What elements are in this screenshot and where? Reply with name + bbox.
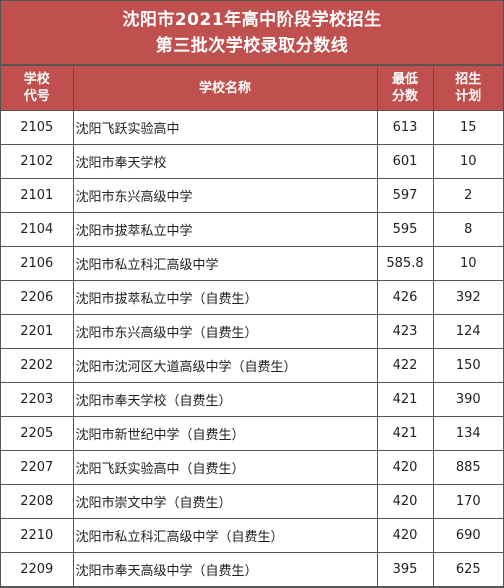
school-code: 2102	[1, 144, 74, 179]
enrollment-plan: 10	[432, 246, 503, 281]
min-score: 422	[376, 348, 434, 383]
school-name: 沈阳市东兴高级中学（自费生）	[72, 314, 378, 349]
enrollment-plan: 15	[432, 110, 503, 145]
enrollment-plan: 690	[432, 518, 503, 553]
header-plan-line-2: 计划	[455, 89, 482, 104]
header-code-line-2: 代号	[23, 89, 50, 104]
table-row: 2201 沈阳市东兴高级中学（自费生） 423 124	[1, 314, 503, 349]
table-row: 2105 沈阳飞跃实验高中 613 15	[1, 110, 503, 145]
school-name: 沈阳市崇文中学（自费生）	[72, 484, 378, 519]
school-name: 沈阳市东兴高级中学	[72, 178, 378, 213]
enrollment-plan: 625	[432, 552, 503, 587]
school-code: 2210	[1, 518, 74, 553]
table-row: 2209 沈阳市奉天高级中学（自费生） 395 625	[1, 552, 503, 587]
school-code: 2106	[1, 246, 74, 281]
school-code: 2104	[1, 212, 74, 247]
school-name: 沈阳市奉天学校	[72, 144, 378, 179]
table-row: 2208 沈阳市崇文中学（自费生） 420 170	[1, 484, 503, 519]
min-score: 421	[376, 382, 434, 417]
school-code: 2201	[1, 314, 74, 349]
enrollment-plan: 150	[432, 348, 503, 383]
table-title: 沈阳市2021年高中阶段学校招生 第三批次学校录取分数线	[1, 1, 503, 65]
school-name: 沈阳市奉天学校（自费生）	[72, 382, 378, 417]
min-score: 420	[376, 518, 434, 553]
min-score: 420	[376, 450, 434, 485]
table-row: 2205 沈阳市新世纪中学（自费生） 421 134	[1, 416, 503, 451]
table-row: 2203 沈阳市奉天学校（自费生） 421 390	[1, 382, 503, 417]
school-name: 沈阳飞跃实验高中（自费生）	[72, 450, 378, 485]
enrollment-plan: 390	[432, 382, 503, 417]
enrollment-plan: 2	[432, 178, 503, 213]
school-name: 沈阳飞跃实验高中	[72, 110, 378, 145]
header-score: 最低 分数	[376, 65, 434, 111]
school-name: 沈阳市奉天高级中学（自费生）	[72, 552, 378, 587]
min-score: 395	[376, 552, 434, 587]
min-score: 613	[376, 110, 434, 145]
header-code: 学校 代号	[1, 65, 74, 111]
header-plan-line-1: 招生	[455, 72, 482, 87]
enrollment-plan: 885	[432, 450, 503, 485]
min-score: 595	[376, 212, 434, 247]
school-name: 沈阳市新世纪中学（自费生）	[72, 416, 378, 451]
header-score-line-1: 最低	[391, 72, 418, 87]
table-row: 2104 沈阳市拔萃私立中学 595 8	[1, 212, 503, 247]
min-score: 601	[376, 144, 434, 179]
school-code: 2101	[1, 178, 74, 213]
title-line-2: 第三批次学校录取分数线	[155, 35, 349, 56]
table-row: 2106 沈阳市私立科汇高级中学 585.8 10	[1, 246, 503, 281]
enrollment-plan: 124	[432, 314, 503, 349]
school-code: 2203	[1, 382, 74, 417]
school-code: 2202	[1, 348, 74, 383]
table-row: 2207 沈阳飞跃实验高中（自费生） 420 885	[1, 450, 503, 485]
school-name: 沈阳市沈河区大道高级中学（自费生）	[72, 348, 378, 383]
school-code: 2105	[1, 110, 74, 145]
table-row: 2101 沈阳市东兴高级中学 597 2	[1, 178, 503, 213]
school-code: 2206	[1, 280, 74, 315]
school-name: 沈阳市私立科汇高级中学（自费生）	[72, 518, 378, 553]
enrollment-plan: 8	[432, 212, 503, 247]
table-row: 2102 沈阳市奉天学校 601 10	[1, 144, 503, 179]
table-row: 2210 沈阳市私立科汇高级中学（自费生） 420 690	[1, 518, 503, 553]
enrollment-plan: 10	[432, 144, 503, 179]
min-score: 585.8	[376, 246, 434, 281]
enrollment-plan: 170	[432, 484, 503, 519]
table-body: 2105 沈阳飞跃实验高中 613 15 2102 沈阳市奉天学校 601 10 2101 沈…	[1, 110, 503, 587]
score-table: 学校 代号 学校名称 最低 分数 招生 计划 2105 沈阳飞跃实验高中 613 15…	[1, 65, 503, 587]
school-name: 沈阳市拔萃私立中学（自费生）	[72, 280, 378, 315]
header-score-line-2: 分数	[391, 89, 418, 104]
min-score: 421	[376, 416, 434, 451]
title-line-1: 沈阳市2021年高中阶段学校招生	[122, 9, 382, 30]
school-code: 2205	[1, 416, 74, 451]
school-code: 2207	[1, 450, 74, 485]
header-plan: 招生 计划	[432, 65, 503, 111]
school-code: 2209	[1, 552, 74, 587]
enrollment-plan: 392	[432, 280, 503, 315]
enrollment-plan: 134	[432, 416, 503, 451]
header-code-line-1: 学校	[23, 72, 50, 87]
min-score: 426	[376, 280, 434, 315]
table-row: 2202 沈阳市沈河区大道高级中学（自费生） 422 150	[1, 348, 503, 383]
school-name: 沈阳市拔萃私立中学	[72, 212, 378, 247]
min-score: 423	[376, 314, 434, 349]
header-row: 学校 代号 学校名称 最低 分数 招生 计划	[1, 65, 503, 111]
school-code: 2208	[1, 484, 74, 519]
table-row: 2206 沈阳市拔萃私立中学（自费生） 426 392	[1, 280, 503, 315]
min-score: 420	[376, 484, 434, 519]
school-name: 沈阳市私立科汇高级中学	[72, 246, 378, 281]
header-name: 学校名称	[72, 65, 378, 111]
min-score: 597	[376, 178, 434, 213]
